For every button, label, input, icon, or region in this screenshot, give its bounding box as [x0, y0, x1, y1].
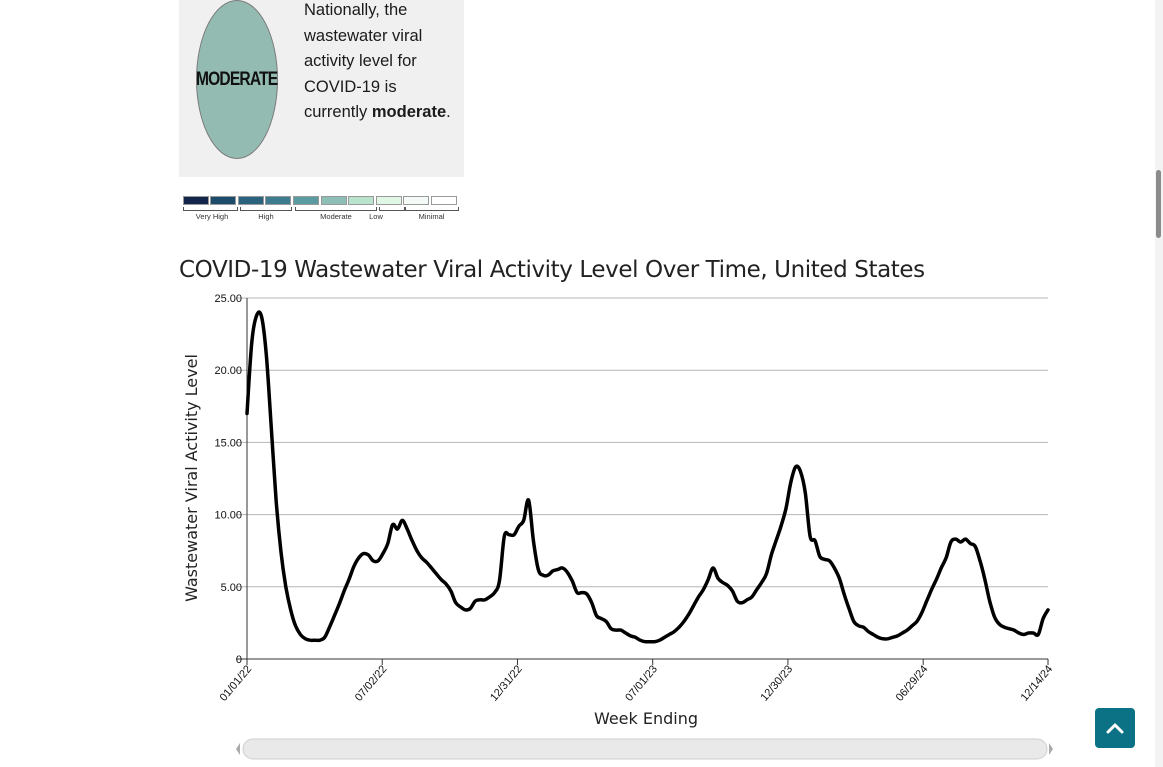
legend-bracket [183, 207, 238, 211]
legend-bracket [240, 207, 292, 211]
legend-bracket [379, 207, 406, 211]
y-tick-label: 0 [236, 654, 242, 666]
x-tick-label: 12/31/22 [488, 663, 525, 704]
page-scrollbar-thumb[interactable] [1156, 170, 1161, 238]
range-handle-right[interactable] [1049, 743, 1053, 755]
legend-swatch [431, 196, 457, 205]
y-tick-label: 5.00 [221, 582, 242, 594]
y-axis: 0 5.00 10.00 15.00 20.00 25.00 [214, 293, 248, 666]
legend-label-moderate: Moderate [320, 212, 352, 221]
x-tick-label: 06/29/24 [894, 663, 931, 704]
y-tick-label: 10.00 [214, 510, 242, 522]
legend-label-very-high: Very High [195, 212, 229, 221]
legend-swatch [183, 196, 209, 205]
legend-bracket [404, 207, 459, 211]
x-tick-label: 12/14/24 [1019, 663, 1056, 704]
status-text-prefix: Nationally, the wastewater viral activit… [304, 1, 423, 121]
series-line [245, 310, 1050, 644]
legend-swatch [265, 196, 291, 205]
x-tick-label: 12/30/23 [759, 663, 796, 704]
legend-label-minimal: Minimal [418, 212, 445, 221]
level-badge: MODERATE [196, 0, 279, 159]
x-tick-label: 07/02/22 [353, 663, 390, 704]
y-tick-label: 25.00 [214, 293, 242, 305]
y-tick-label: 15.00 [214, 437, 242, 449]
legend-label-high: High [258, 212, 274, 221]
page-scrollbar[interactable] [1155, 0, 1163, 767]
chart-title: COVID-19 Wastewater Viral Activity Level… [179, 257, 925, 283]
status-description: Nationally, the wastewater viral activit… [304, 0, 454, 126]
level-badge-text: MODERATE [196, 68, 278, 90]
legend-swatch [293, 196, 319, 205]
x-axis: 01/01/22 07/02/22 12/31/22 07/01/23 12/30/23… [218, 659, 1056, 704]
legend-label-low: Low [369, 212, 383, 221]
activity-level-legend: Very High High Moderate Low Minimal [183, 196, 459, 226]
y-axis-label: Wastewater Viral Activity Level [182, 354, 201, 602]
range-slider-track[interactable] [242, 738, 1048, 760]
x-tick-label: 01/01/22 [218, 663, 255, 704]
legend-bracket [295, 207, 377, 211]
legend-swatch [238, 196, 264, 205]
range-handle-left[interactable] [236, 743, 240, 755]
chevron-up-icon [1106, 723, 1124, 734]
legend-swatch [376, 196, 402, 205]
viral-activity-status-card: MODERATE Nationally, the wastewater vira… [179, 0, 464, 177]
legend-swatch [210, 196, 236, 205]
status-text-suffix: . [446, 103, 451, 121]
legend-swatch [348, 196, 374, 205]
range-slider[interactable] [236, 738, 1053, 760]
x-tick-label: 07/01/23 [623, 663, 660, 704]
chart-gridlines [236, 297, 1048, 660]
status-text-level: moderate [371, 103, 447, 121]
back-to-top-button[interactable] [1095, 708, 1135, 748]
legend-swatch [321, 196, 347, 205]
y-tick-label: 20.00 [214, 365, 242, 377]
x-axis-label: Week Ending [594, 709, 698, 728]
legend-swatch [403, 196, 429, 205]
